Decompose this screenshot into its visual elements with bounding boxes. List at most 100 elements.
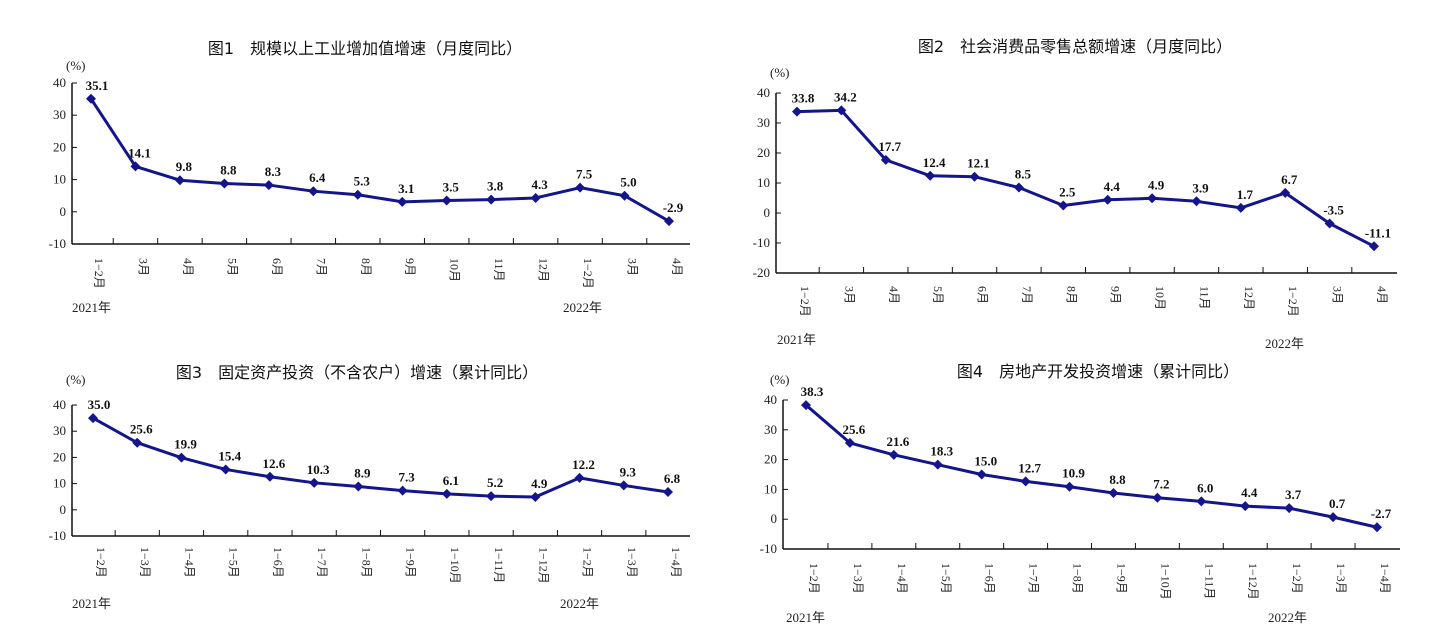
data-label: 6.4 bbox=[309, 170, 326, 185]
data-label: 35.1 bbox=[86, 78, 109, 93]
data-point bbox=[1324, 218, 1335, 229]
x-tick-label: 11月 bbox=[492, 258, 506, 282]
x-tick-label: 1−10月 bbox=[1158, 563, 1172, 600]
year-label-2021: 2021年 bbox=[786, 610, 825, 625]
x-tick-label: 3月 bbox=[626, 258, 640, 276]
data-point bbox=[1328, 512, 1339, 523]
series-line bbox=[805, 403, 1378, 529]
data-point bbox=[1152, 492, 1163, 503]
data-point bbox=[130, 161, 141, 172]
x-tick-label: 1−7月 bbox=[315, 547, 329, 578]
x-tick-label: 5月 bbox=[225, 258, 239, 276]
x-tick-label: 1−6月 bbox=[983, 563, 997, 594]
y-tick-label: -10 bbox=[49, 528, 66, 543]
x-tick-label: 1−4月 bbox=[669, 547, 683, 578]
data-label: 19.9 bbox=[174, 437, 197, 452]
y-tick-label: 40 bbox=[53, 397, 66, 412]
data-label: 12.6 bbox=[263, 456, 286, 471]
y-tick-label: 40 bbox=[757, 85, 770, 100]
data-label: 7.5 bbox=[576, 167, 593, 182]
y-tick-label: 10 bbox=[53, 476, 66, 491]
data-point bbox=[264, 471, 275, 482]
data-label: 38.3 bbox=[801, 384, 824, 399]
x-tick-label: 1−7月 bbox=[1027, 563, 1041, 594]
x-tick-label: 4月 bbox=[887, 286, 901, 304]
data-label: 4.3 bbox=[531, 177, 548, 192]
data-label: 12.7 bbox=[1018, 460, 1041, 475]
data-label: 3.8 bbox=[487, 179, 504, 194]
data-point bbox=[88, 413, 98, 424]
x-tick-label: 4月 bbox=[181, 258, 195, 276]
x-tick-label: 1−12月 bbox=[1246, 563, 1260, 600]
y-tick-label: 20 bbox=[53, 139, 66, 154]
x-tick-label: 8月 bbox=[1064, 286, 1078, 304]
data-point bbox=[220, 464, 231, 475]
data-point bbox=[486, 194, 497, 205]
data-point bbox=[925, 170, 936, 181]
y-tick-label: 0 bbox=[764, 205, 771, 220]
data-point bbox=[618, 480, 629, 491]
data-point bbox=[664, 216, 674, 227]
data-label: 5.2 bbox=[487, 475, 503, 490]
x-tick-label: 7月 bbox=[1020, 286, 1034, 304]
data-label: 6.7 bbox=[1281, 172, 1298, 187]
data-label: 0.7 bbox=[1329, 496, 1346, 511]
data-point bbox=[530, 491, 541, 502]
data-point bbox=[86, 93, 96, 104]
x-tick-label: 1−3月 bbox=[625, 547, 639, 578]
data-point bbox=[1064, 481, 1075, 492]
data-point bbox=[1280, 187, 1291, 198]
data-label: 9.3 bbox=[620, 464, 637, 479]
y-tick-label: 20 bbox=[764, 452, 777, 467]
data-label: 2.5 bbox=[1059, 185, 1076, 200]
year-label-2022: 2022年 bbox=[563, 300, 602, 315]
data-label: 25.6 bbox=[130, 422, 153, 437]
x-tick-label: 8月 bbox=[359, 258, 373, 276]
data-point bbox=[844, 437, 855, 448]
data-point bbox=[1013, 182, 1024, 193]
data-point bbox=[1191, 196, 1202, 207]
x-tick-label: 12月 bbox=[1242, 286, 1256, 310]
series-line bbox=[796, 108, 1375, 248]
x-tick-label: 4月 bbox=[1375, 286, 1389, 304]
x-tick-label: 10月 bbox=[1153, 286, 1167, 310]
x-tick-label: 1−5月 bbox=[939, 563, 953, 594]
data-point bbox=[801, 400, 811, 411]
data-point bbox=[441, 195, 452, 206]
data-point bbox=[486, 491, 497, 502]
data-point bbox=[932, 459, 943, 470]
y-tick-label: 0 bbox=[60, 204, 67, 219]
data-label: 9.8 bbox=[176, 159, 193, 174]
data-point bbox=[530, 192, 541, 203]
series-line bbox=[92, 416, 669, 499]
x-tick-label: 1−11月 bbox=[1202, 563, 1216, 599]
x-tick-label: 1−3月 bbox=[138, 547, 152, 578]
x-tick-label: 1−9月 bbox=[404, 547, 418, 578]
year-label-2022: 2022年 bbox=[1268, 610, 1307, 625]
x-tick-label: 1−2月 bbox=[92, 258, 106, 289]
data-point bbox=[1058, 200, 1069, 211]
x-tick-label: 1−10月 bbox=[448, 547, 462, 584]
data-point bbox=[880, 154, 891, 165]
data-label: 1.7 bbox=[1237, 187, 1254, 202]
data-point bbox=[397, 196, 408, 207]
x-tick-label: 4月 bbox=[670, 258, 684, 276]
x-tick-label: 1−2月 bbox=[807, 563, 821, 594]
chart-2: 图2 社会消费品零售总额增速（月度同比） (%) -20 -10 0 10 20 30 40 33… bbox=[753, 37, 1397, 351]
data-label: 3.1 bbox=[398, 181, 414, 196]
y-tick-label: 0 bbox=[771, 511, 778, 526]
data-label: 15.4 bbox=[218, 448, 241, 463]
data-point bbox=[1108, 487, 1119, 498]
data-point bbox=[969, 171, 980, 182]
data-point bbox=[619, 190, 630, 201]
chart-1: 图1 规模以上工业增加值增速（月度同比） (%) -10 0 10 20 30 40 35.1 1… bbox=[49, 39, 690, 315]
y-tick-label: 10 bbox=[53, 172, 66, 187]
data-label: -2.7 bbox=[1371, 506, 1392, 521]
data-point bbox=[397, 485, 408, 496]
x-tick-label: 1−2月 bbox=[798, 286, 812, 317]
x-tick-label: 1−2月 bbox=[581, 547, 595, 578]
chart-title: 图4 房地产开发投资增速（累计同比） bbox=[957, 362, 1239, 381]
chart-title: 图2 社会消费品零售总额增速（月度同比） bbox=[918, 37, 1232, 56]
data-point bbox=[1196, 496, 1207, 507]
data-label: 8.5 bbox=[1015, 167, 1032, 182]
